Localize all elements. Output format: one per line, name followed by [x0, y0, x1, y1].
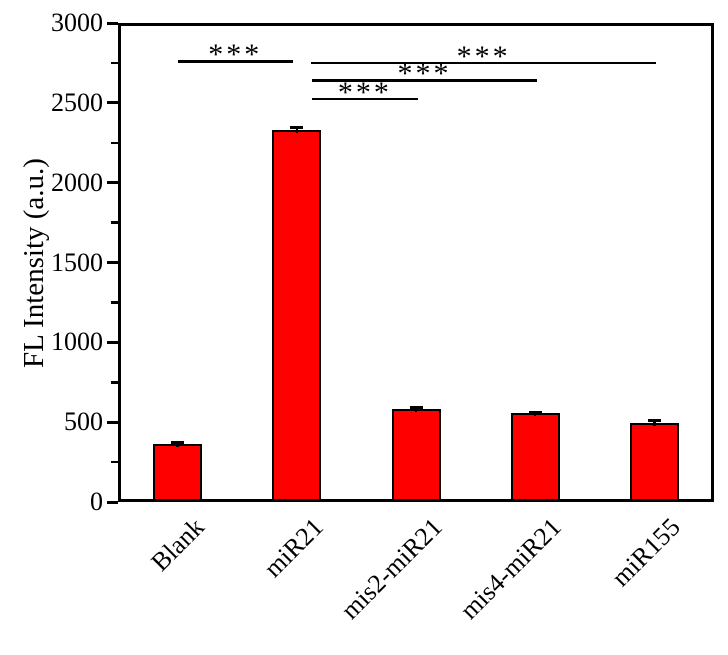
error-bar — [533, 412, 537, 417]
significance-line — [310, 61, 657, 65]
significance-line — [177, 60, 293, 63]
y-minor-tick — [111, 381, 118, 384]
bar-mis2-mir21 — [391, 409, 441, 501]
significance-label: *** — [456, 39, 511, 73]
significance-label: *** — [337, 75, 392, 109]
y-tick-label: 2500 — [51, 87, 103, 117]
y-major-tick — [107, 181, 118, 185]
significance-label: *** — [208, 38, 263, 72]
bar-mir21 — [272, 129, 322, 501]
significance-line — [311, 97, 418, 101]
error-bar — [414, 407, 418, 413]
y-tick-label: 2000 — [51, 167, 103, 197]
y-major-tick — [107, 21, 118, 25]
x-tick-label: Blank — [144, 512, 210, 577]
y-minor-tick — [111, 221, 118, 224]
error-bar-cap — [409, 405, 423, 409]
error-bar-cap — [290, 126, 304, 130]
bar-mir155 — [629, 422, 679, 501]
error-bar — [295, 127, 299, 133]
y-minor-tick — [111, 141, 118, 144]
y-tick-label: 0 — [90, 487, 103, 516]
y-tick-label: 1500 — [51, 247, 103, 277]
y-major-tick — [107, 261, 118, 264]
y-tick-label: 3000 — [51, 8, 103, 37]
bar-mis4-mir21 — [510, 413, 560, 501]
y-major-tick — [107, 340, 118, 344]
error-bar — [653, 420, 656, 426]
y-minor-tick — [111, 301, 118, 304]
y-minor-tick — [111, 61, 118, 65]
error-bar-cap — [528, 410, 542, 414]
significance-label: *** — [397, 57, 452, 91]
y-minor-tick — [111, 460, 118, 464]
y-major-tick — [107, 500, 118, 504]
y-major-tick — [107, 101, 118, 105]
error-bar-cap — [171, 440, 185, 444]
error-bar-cap — [647, 419, 661, 423]
y-tick-label: 500 — [64, 407, 103, 437]
y-tick-label: 1000 — [51, 327, 103, 357]
significance-line — [311, 79, 538, 82]
y-major-tick — [107, 420, 118, 424]
error-bar — [176, 442, 179, 447]
bar-blank — [153, 443, 203, 501]
